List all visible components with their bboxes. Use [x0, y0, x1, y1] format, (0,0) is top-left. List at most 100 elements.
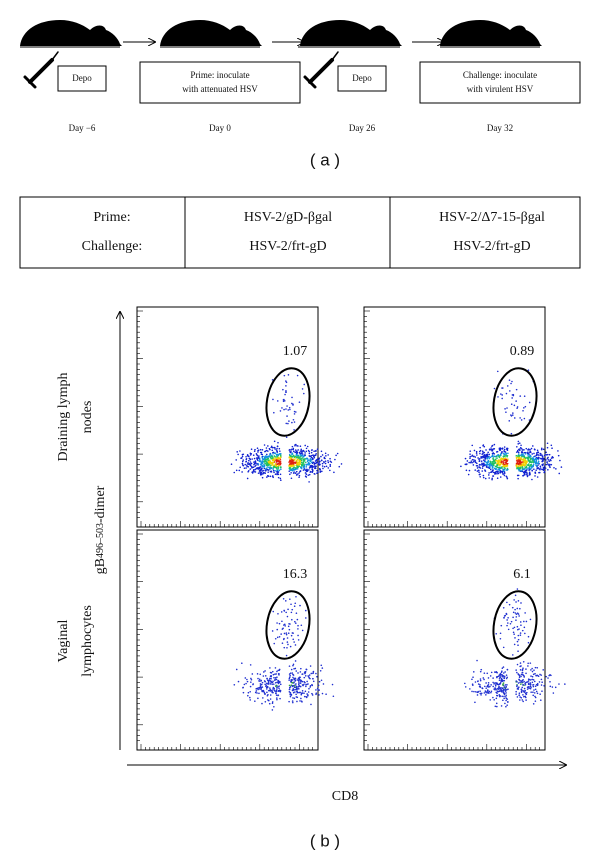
timeline [20, 42, 540, 48]
event-dot [515, 680, 518, 682]
event-dot [519, 417, 521, 419]
event-dot [529, 683, 532, 686]
event-dot [241, 464, 244, 466]
event-dot [238, 469, 241, 472]
event-dot [279, 410, 282, 412]
event-dot [471, 444, 474, 447]
event-dot [279, 462, 281, 464]
event-dot [293, 678, 295, 680]
event-dot [525, 693, 528, 696]
event-dot [490, 690, 493, 693]
event-dot [297, 686, 299, 688]
event-dot [510, 382, 512, 385]
event-dot [305, 470, 308, 472]
event-dot [554, 686, 557, 689]
event-dot [255, 464, 257, 467]
event-dot [276, 447, 278, 450]
event-dot [308, 473, 311, 476]
event-dot [503, 695, 505, 698]
event-dot [291, 402, 293, 405]
event-dot [532, 458, 534, 460]
event-dot [296, 454, 298, 456]
event-dot [517, 628, 519, 631]
event-dot [519, 662, 522, 664]
event-dot [528, 466, 531, 469]
event-dot [301, 455, 304, 457]
event-dot [548, 460, 551, 462]
event-dot [273, 411, 275, 414]
mouse [300, 20, 402, 46]
event-dot [497, 675, 500, 678]
event-dot [492, 677, 494, 679]
event-dot [496, 477, 499, 480]
gate-value: 6.1 [513, 567, 531, 582]
event-dot [464, 682, 466, 685]
event-dot [534, 695, 536, 698]
event-dot [309, 465, 312, 467]
event-dot [296, 465, 298, 467]
event-dot [522, 661, 525, 663]
event-dot [296, 461, 299, 464]
event-dot [513, 599, 515, 601]
event-dot [515, 456, 518, 459]
event-dot [315, 449, 317, 452]
event-dot [544, 467, 547, 469]
event-dot [302, 456, 305, 458]
event-dot [294, 620, 296, 623]
event-dot [288, 456, 291, 459]
event-dot [301, 690, 304, 692]
event-dot [304, 452, 306, 454]
event-dot [531, 453, 534, 455]
event-dot [535, 457, 538, 460]
event-dot [530, 447, 533, 450]
event-dot [508, 379, 511, 381]
event-dot [517, 650, 519, 652]
event-dot [518, 674, 521, 676]
event-dot [290, 477, 293, 480]
event-dot [481, 463, 484, 466]
event-dot [497, 468, 499, 471]
event-dot [492, 681, 494, 684]
event-dot [273, 676, 275, 679]
event-dot [301, 629, 304, 632]
event-dot [519, 607, 521, 610]
event-dot [518, 456, 521, 459]
event-dot [487, 692, 490, 694]
event-dot [311, 694, 314, 696]
event-dot [249, 664, 252, 666]
event-dot [276, 698, 278, 701]
event-dot [272, 453, 274, 455]
event-dot [519, 395, 522, 397]
event-dot [517, 443, 520, 445]
event-dot [281, 620, 283, 623]
y-axis-label: gB496–503-dimer [93, 485, 108, 574]
step-box [337, 65, 387, 92]
event-dot [485, 456, 488, 458]
event-dot [282, 597, 285, 600]
event-dot [298, 457, 301, 459]
event-dot [499, 675, 502, 677]
event-dot [535, 454, 538, 456]
event-dot [519, 632, 522, 634]
event-dot [261, 686, 264, 688]
event-dot [250, 681, 252, 683]
event-dot [503, 679, 506, 682]
event-dot [553, 466, 555, 469]
event-dot [508, 603, 511, 606]
event-dot [274, 465, 276, 468]
event-dot [255, 452, 258, 455]
event-dot [293, 429, 295, 431]
event-dot [485, 694, 487, 696]
event-dot [314, 462, 316, 464]
event-dot [479, 692, 482, 695]
event-dot [503, 453, 506, 455]
event-dot [558, 472, 561, 475]
event-dot [304, 675, 307, 677]
event-dot [300, 680, 302, 683]
event-dot [532, 673, 535, 676]
event-dot [474, 456, 477, 458]
event-dot [515, 455, 518, 457]
event-dot [520, 465, 522, 467]
event-dot [321, 459, 323, 462]
event-dot [269, 688, 272, 691]
